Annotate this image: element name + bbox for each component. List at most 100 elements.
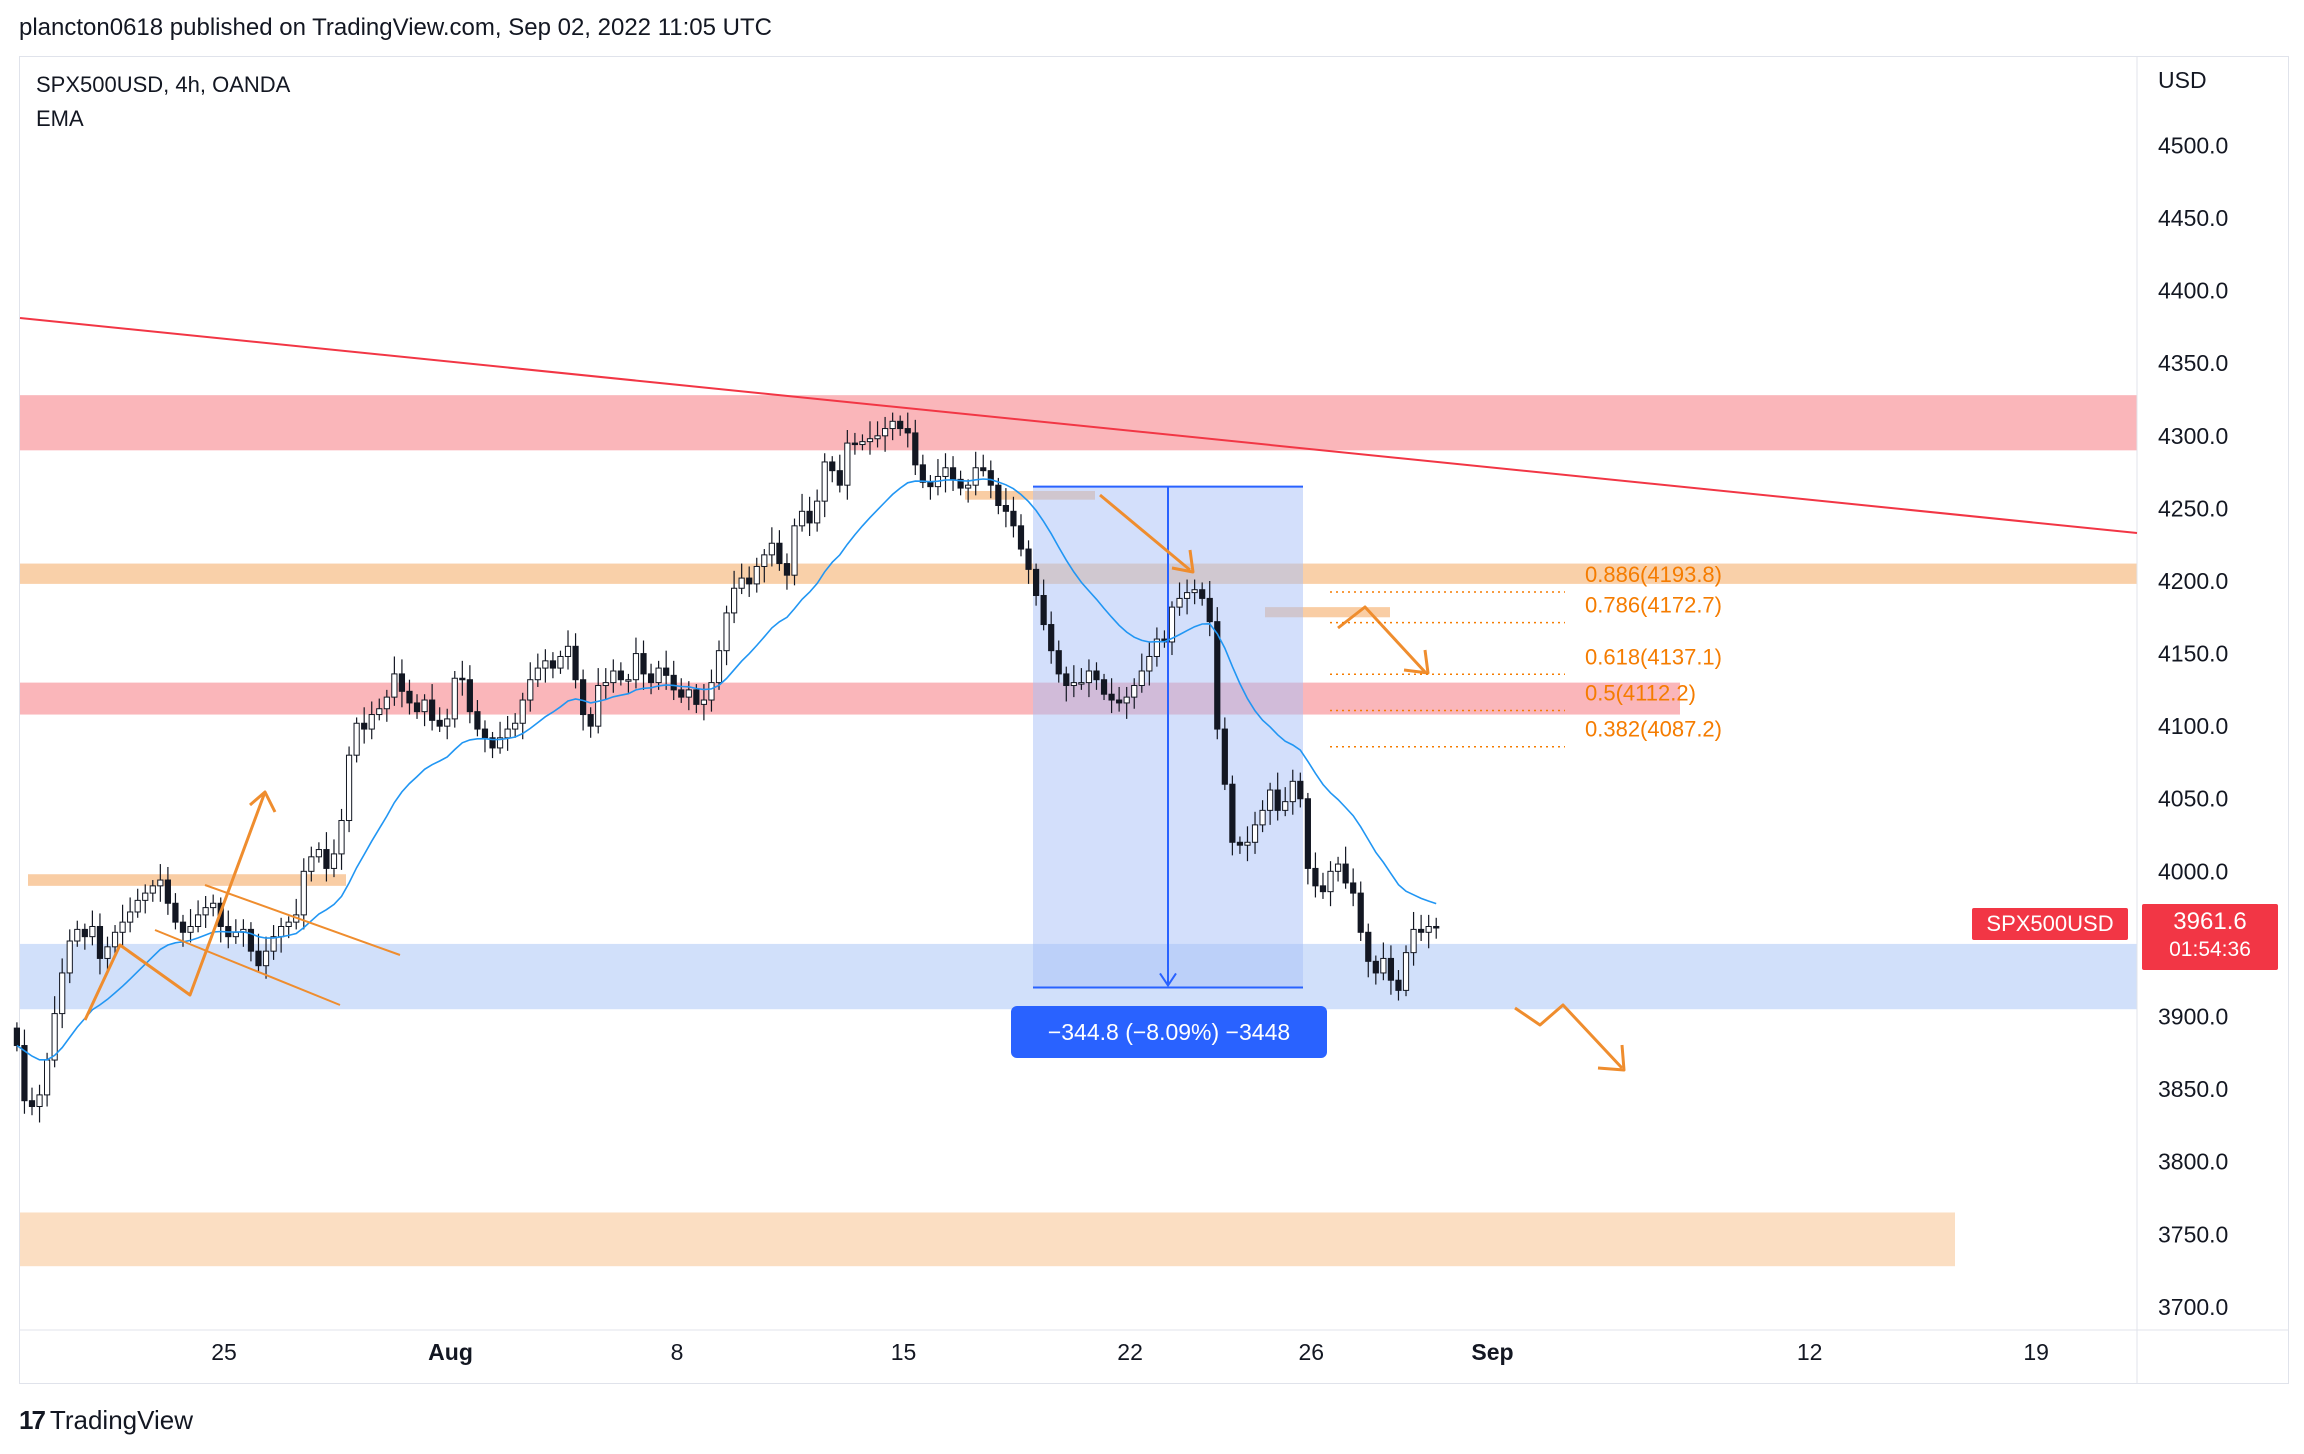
ema-line[interactable] — [16, 478, 1437, 1061]
candle-body-bear — [96, 925, 104, 959]
candle — [723, 605, 730, 666]
candle — [1002, 488, 1009, 528]
support-stub-4260[interactable] — [965, 490, 1095, 500]
candle — [761, 549, 768, 583]
candle — [504, 715, 511, 751]
price-tick-label: 4250.0 — [2158, 495, 2228, 521]
support-zone-3745[interactable] — [20, 1212, 1955, 1267]
candle — [1199, 582, 1206, 606]
resistance-zone-upper[interactable] — [20, 395, 2137, 451]
candle — [927, 475, 934, 500]
candle-body-bear — [1025, 548, 1032, 570]
resistance-zone-4120[interactable] — [20, 682, 1680, 715]
candle-body-bear — [13, 1027, 20, 1047]
price-tick-label: 4150.0 — [2158, 641, 2228, 667]
candle-body-bull — [187, 925, 194, 933]
candle-body-bull — [142, 892, 149, 901]
projection-arrow-drop-1[interactable] — [1099, 493, 1191, 572]
candle — [1214, 607, 1221, 740]
candle-body-bull — [134, 899, 141, 913]
candle-body-bull — [753, 565, 760, 585]
projection-arrow-drop-1-head[interactable] — [1171, 549, 1195, 574]
candle — [715, 640, 723, 690]
candle — [791, 518, 798, 586]
candle-body-bull — [527, 679, 534, 701]
tradingview-logo[interactable]: 17 TradingView — [19, 1405, 193, 1436]
projection-arrow-drop-2-head[interactable] — [1403, 649, 1430, 675]
candle — [300, 858, 307, 930]
support-stub-4180[interactable] — [1265, 607, 1390, 618]
candle — [1032, 563, 1040, 606]
measure-arrow-head — [1159, 972, 1177, 988]
projection-arrow-bullish[interactable] — [83, 791, 267, 1021]
chart-frame[interactable] — [19, 56, 2289, 1384]
candle — [1108, 678, 1115, 714]
candle — [345, 746, 353, 833]
candle — [1372, 955, 1379, 985]
candle-body-bull — [874, 435, 881, 440]
candle — [1153, 627, 1160, 667]
candle — [1131, 678, 1138, 709]
candle — [534, 653, 541, 687]
candle — [436, 707, 443, 732]
candle-body-bull — [602, 682, 609, 687]
candle-body-bull — [270, 936, 277, 952]
candle — [1070, 665, 1077, 698]
projection-arrow-drop-3-head[interactable] — [1597, 1044, 1626, 1072]
candle-body-bear — [21, 1045, 28, 1102]
candle — [587, 707, 594, 738]
candle-body-bull — [43, 1059, 51, 1096]
candle-body-bull — [1282, 801, 1289, 811]
candle — [836, 454, 843, 493]
flag-upper-line[interactable] — [204, 884, 401, 956]
candle — [1304, 792, 1311, 885]
candle-body-bull — [89, 925, 96, 938]
candle-body-bear — [1418, 928, 1425, 933]
candle-body-bear — [1319, 885, 1327, 893]
time-tick-label: Sep — [1471, 1339, 1513, 1365]
support-stub-3995[interactable] — [28, 874, 346, 886]
projection-arrow-bullish-head[interactable] — [249, 790, 277, 813]
candle — [172, 893, 179, 930]
candle-body-bear — [919, 464, 926, 483]
candle — [1342, 846, 1349, 889]
candle-body-bull — [1070, 682, 1077, 687]
candle-body-bull — [715, 650, 723, 684]
descending-trendline[interactable] — [19, 317, 2138, 534]
candle — [444, 708, 451, 740]
candle — [602, 668, 609, 701]
candle-body-bear — [851, 442, 859, 446]
projection-arrow-drop-2[interactable] — [1337, 605, 1427, 674]
candle-body-bear — [995, 484, 1002, 507]
candle — [142, 884, 149, 914]
candle-body-bull — [761, 554, 768, 567]
candle — [496, 721, 504, 754]
candle-body-bull — [942, 467, 949, 477]
candle — [753, 557, 760, 593]
candle — [308, 846, 315, 882]
candle-body-bull — [1267, 789, 1274, 811]
time-tick-label: 25 — [211, 1339, 237, 1365]
candle-body-bull — [1078, 682, 1085, 685]
candle-body-bull — [798, 510, 806, 527]
candle-body-bear — [1229, 783, 1236, 843]
projection-arrow-drop-3[interactable] — [1514, 1003, 1624, 1070]
candle — [74, 920, 81, 947]
candle — [119, 904, 126, 947]
candle-body-bear — [987, 470, 994, 486]
candle — [1267, 782, 1274, 825]
candle — [610, 659, 617, 693]
candle — [738, 563, 745, 595]
flag-lower-line[interactable] — [154, 929, 341, 1006]
candle-body-bear — [1040, 595, 1047, 626]
candle-body-bull — [59, 972, 66, 1015]
candle-body-bull — [791, 525, 798, 576]
candle-body-bull — [1251, 824, 1259, 843]
candle-body-bear — [1433, 925, 1440, 929]
candle-body-bull — [685, 689, 692, 698]
candle — [89, 910, 96, 946]
indicator-label[interactable]: EMA — [36, 106, 84, 131]
tradingview-mark-icon: 17 — [19, 1405, 46, 1435]
candle-body-bull — [595, 685, 602, 727]
